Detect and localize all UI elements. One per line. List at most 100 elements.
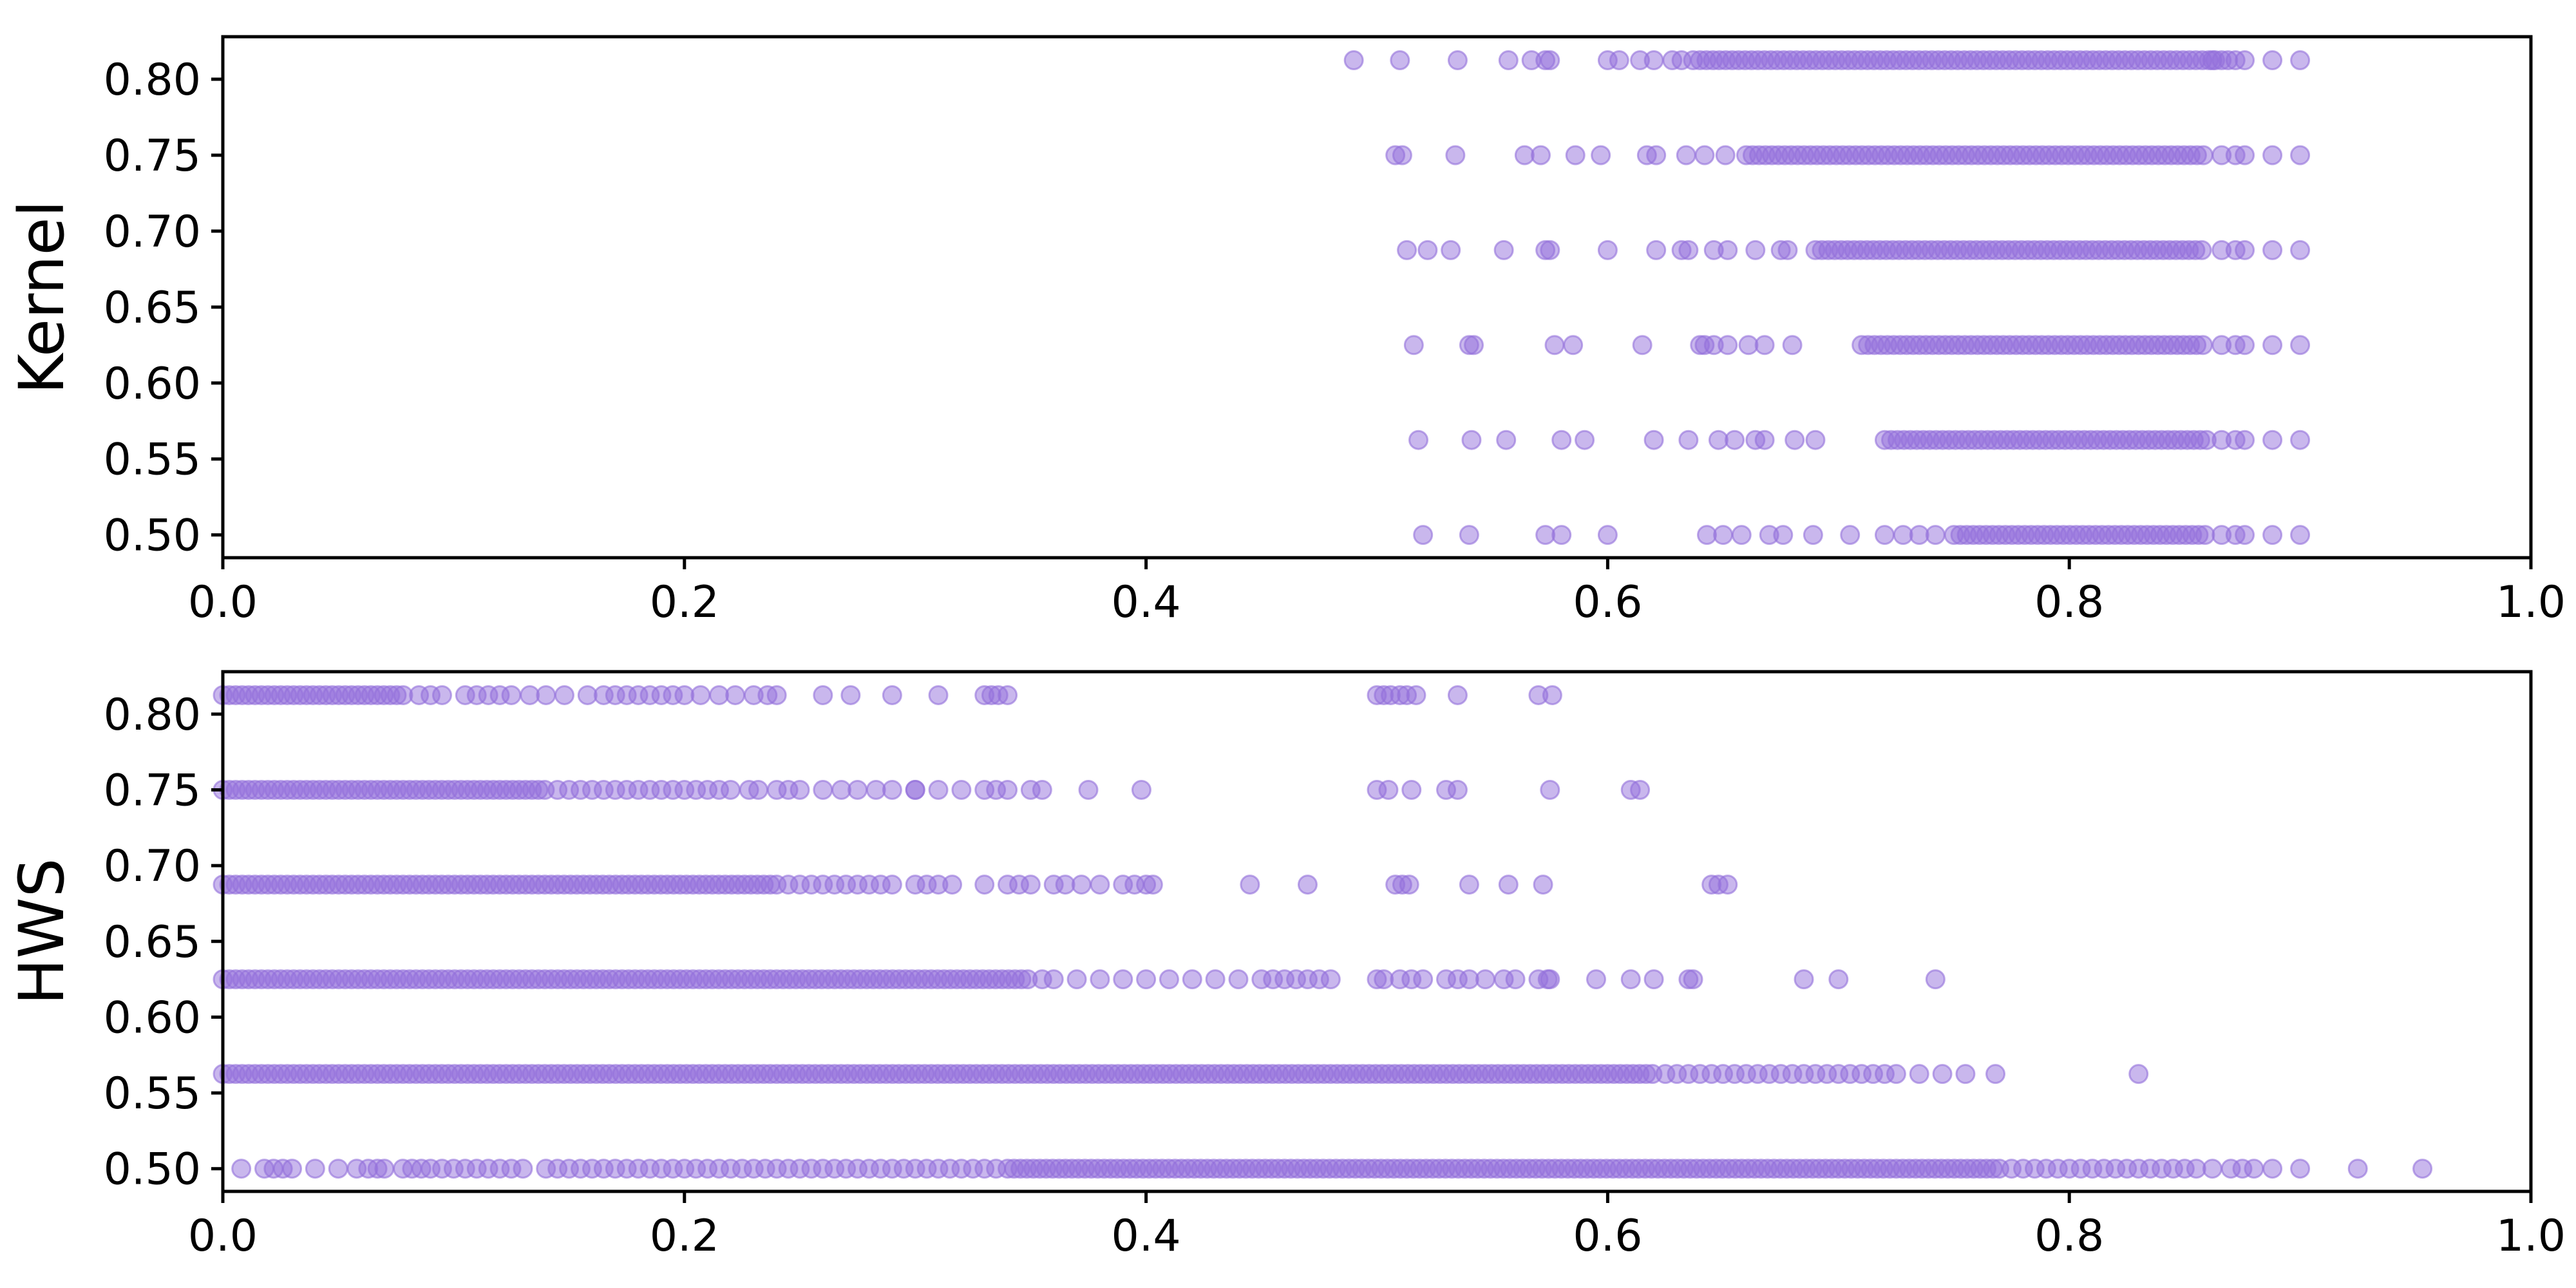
hws-point (1320, 969, 1341, 990)
kernel-point-dense (2193, 145, 2213, 166)
hws-point (1090, 969, 1110, 990)
kernel-point (1493, 240, 1514, 260)
hws-point (766, 685, 787, 705)
kernel-point (1683, 50, 1703, 71)
kernel-point (1343, 50, 1364, 71)
hws-x-tick-label: 0.6 (1573, 1211, 1642, 1262)
kernel-point (1459, 525, 1479, 545)
hws-point (2244, 1159, 2264, 1179)
kernel-plot-frame (221, 35, 2533, 560)
kernel-point (2290, 525, 2311, 545)
kernel-y-axis: 0.50 0.55 0.60 0.65 0.70 0.75 0.80 (104, 55, 223, 562)
kernel-point (2235, 525, 2255, 545)
hws-point (1228, 969, 1249, 990)
hws-y-axis-label: HWS (6, 858, 78, 1005)
kernel-point (1447, 50, 1468, 71)
hws-point (1413, 969, 1434, 990)
hws-point (882, 780, 902, 800)
kernel-point (1782, 335, 1803, 355)
kernel-point (1745, 240, 1766, 260)
hws-plot-frame (221, 670, 2533, 1193)
hws-point (2202, 1159, 2222, 1179)
kernel-point (1805, 430, 1826, 450)
hws-point (1542, 685, 1562, 705)
kernel-point (1694, 145, 1715, 166)
kernel-point (1609, 50, 1629, 71)
hws-point (1043, 969, 1064, 990)
kernel-point (1408, 430, 1429, 450)
hws-point (1378, 780, 1399, 800)
hws-point (1533, 875, 1553, 895)
kernel-point (1390, 50, 1410, 71)
kernel-point (1544, 335, 1565, 355)
hws-point (1459, 875, 1479, 895)
hws-point (998, 780, 1018, 800)
hws-point (282, 1159, 303, 1179)
kernel-point (2262, 430, 2283, 450)
hws-point (986, 1159, 1007, 1179)
hws-point (1985, 1064, 2006, 1084)
kernel-y-axis-label: Kernel (6, 200, 78, 395)
hws-point (1718, 875, 1738, 895)
kernel-point (1803, 525, 1823, 545)
kernel-x-axis: 0.0 0.2 0.4 0.6 0.8 1.0 (188, 558, 2566, 628)
kernel-point (2202, 50, 2222, 71)
hws-point (1643, 969, 1664, 990)
kernel-point (1563, 335, 1584, 355)
kernel-point (1540, 50, 1560, 71)
hws-point (882, 685, 902, 705)
hws-point (1828, 969, 1849, 990)
hws-x-tick-label: 0.2 (650, 1211, 719, 1262)
hws-point (1447, 780, 1468, 800)
kernel-point (1678, 240, 1699, 260)
hws-point (1505, 969, 1526, 990)
kernel-point (2290, 240, 2311, 260)
kernel-x-tick-label: 0.2 (650, 577, 719, 628)
hws-point (1406, 685, 1426, 705)
hws-point (231, 1159, 252, 1179)
kernel-point (1632, 335, 1653, 355)
hws-point (554, 685, 574, 705)
kernel-point (1840, 525, 1861, 545)
kernel-point (1445, 145, 1466, 166)
kernel-point (1441, 240, 1461, 260)
hws-point (813, 780, 833, 800)
kernel-point (1874, 525, 1895, 545)
hws-point (1113, 969, 1133, 990)
kernel-point (1678, 430, 1699, 450)
kernel-point (1646, 145, 1667, 166)
kernel-point (1551, 525, 1572, 545)
kernel-point (2262, 240, 2283, 260)
kernel-y-tick-label: 0.55 (104, 435, 201, 486)
kernel-markers (1343, 50, 2311, 545)
hws-point (374, 1159, 395, 1179)
hws-point (1932, 1064, 1953, 1084)
kernel-point (1591, 145, 1611, 166)
hws-point (748, 780, 768, 800)
kernel-point (1417, 240, 1438, 260)
hws-point (840, 685, 861, 705)
kernel-point (1461, 430, 1482, 450)
hws-point (1620, 969, 1641, 990)
kernel-point (1643, 50, 1664, 71)
hws-point (1540, 780, 1560, 800)
kernel-y-tick-label: 0.50 (104, 511, 201, 562)
kernel-point-dense (2192, 240, 2212, 260)
kernel-point (1530, 145, 1551, 166)
kernel-point (1403, 335, 1424, 355)
kernel-point (2290, 335, 2311, 355)
kernel-y-tick-label: 0.70 (104, 207, 201, 258)
kernel-x-tick-label: 1.0 (2496, 577, 2566, 628)
hws-point (848, 780, 868, 800)
hws-x-tick-label: 0.0 (188, 1211, 258, 1262)
hws-point (2290, 1159, 2311, 1179)
hws-point (1498, 875, 1519, 895)
hws-point (1955, 1064, 1976, 1084)
kernel-point (1413, 525, 1434, 545)
kernel-point (1713, 525, 1734, 545)
hws-y-tick-label: 0.65 (104, 917, 201, 968)
hws-point (305, 1159, 325, 1179)
kernel-point (1773, 525, 1794, 545)
kernel-panel: 0.0 0.2 0.4 0.6 0.8 1.0 0.500.550.600.650.700… (6, 35, 2566, 628)
